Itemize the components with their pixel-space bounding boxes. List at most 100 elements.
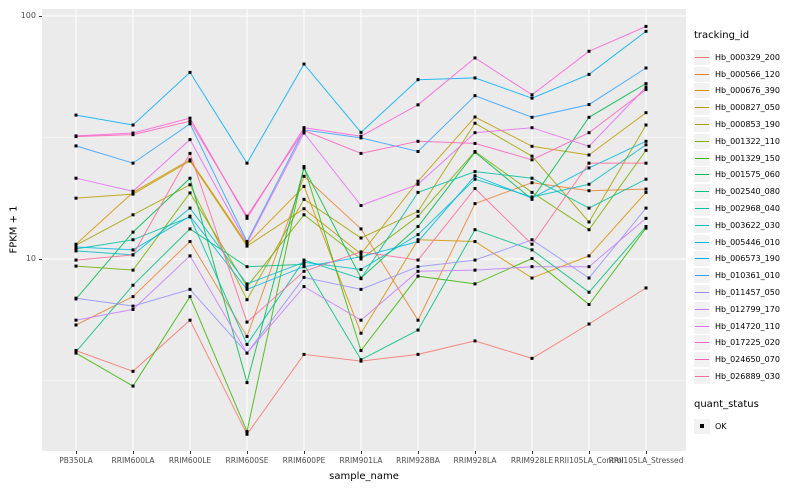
data-point-marker xyxy=(416,103,420,107)
data-point-marker xyxy=(188,159,192,163)
data-point-marker xyxy=(188,206,192,210)
data-point-marker xyxy=(245,214,249,218)
data-point-marker xyxy=(473,177,477,181)
data-point-marker xyxy=(644,216,648,220)
legend-item-label: Hb_003622_030 xyxy=(715,220,780,230)
data-point-marker xyxy=(359,277,363,281)
data-point-marker xyxy=(131,192,135,196)
data-point-marker xyxy=(473,187,477,191)
x-tick-mark xyxy=(531,451,533,454)
data-point-marker xyxy=(587,131,591,135)
data-point-marker xyxy=(359,318,363,322)
data-point-marker xyxy=(359,236,363,240)
data-point-marker xyxy=(245,287,249,291)
data-point-marker xyxy=(359,250,363,254)
data-point-marker xyxy=(416,328,420,332)
data-point-marker xyxy=(74,323,78,327)
data-point-marker xyxy=(530,176,534,180)
legend-key-swatch xyxy=(694,251,710,267)
legend-quant-status-block: quant_status OK xyxy=(694,399,798,435)
legend-key-swatch xyxy=(694,285,710,301)
x-tick-mark xyxy=(189,451,191,454)
data-point-marker xyxy=(74,144,78,148)
data-point-marker xyxy=(188,254,192,258)
data-point-marker xyxy=(302,269,306,273)
legend-item-Hb_002540_080: Hb_002540_080 xyxy=(694,183,798,200)
data-point-marker xyxy=(188,70,192,74)
legend-item-Hb_000329_200: Hb_000329_200 xyxy=(694,49,798,66)
legend-item-label: Hb_010361_010 xyxy=(715,271,780,281)
legend-key-swatch xyxy=(694,234,710,250)
data-point-marker xyxy=(188,138,192,142)
data-point-marker xyxy=(587,144,591,148)
data-point-marker xyxy=(416,214,420,218)
data-point-marker xyxy=(245,298,249,302)
data-point-marker xyxy=(530,196,534,200)
data-point-marker xyxy=(188,119,192,123)
legend-key-swatch xyxy=(694,83,710,99)
data-point-marker xyxy=(245,244,249,248)
data-point-marker xyxy=(644,161,648,165)
data-point-marker xyxy=(245,430,249,434)
data-point-marker xyxy=(587,153,591,157)
data-point-marker xyxy=(530,190,534,194)
data-point-marker xyxy=(131,123,135,127)
legend-item-Hb_024650_070: Hb_024650_070 xyxy=(694,351,798,368)
data-point-marker xyxy=(473,131,477,135)
data-point-marker xyxy=(416,209,420,213)
x-tick-mark xyxy=(417,451,419,454)
legend-key-line xyxy=(695,258,709,260)
legend-item-Hb_006573_190: Hb_006573_190 xyxy=(694,251,798,268)
x-tick-label-RRIM928BA: RRIM928BA xyxy=(396,456,440,465)
data-point-marker xyxy=(416,265,420,269)
data-point-marker xyxy=(530,144,534,148)
data-point-marker xyxy=(302,275,306,279)
legend-key-line xyxy=(695,107,709,109)
legend-key-swatch xyxy=(694,184,710,200)
data-point-marker xyxy=(587,322,591,326)
legend-item-Hb_003622_030: Hb_003622_030 xyxy=(694,217,798,234)
x-tick-mark xyxy=(645,451,647,454)
data-point-marker xyxy=(188,116,192,120)
data-point-marker xyxy=(74,247,78,251)
data-point-marker xyxy=(188,183,192,187)
data-point-marker xyxy=(131,131,135,135)
legend-key-swatch xyxy=(694,201,710,217)
legend-key-line xyxy=(695,292,709,294)
x-tick-mark xyxy=(588,451,590,454)
data-point-marker xyxy=(359,349,363,353)
y-tick-label: 100 xyxy=(20,11,36,20)
legend-key-line xyxy=(695,241,709,243)
legend-key-swatch xyxy=(694,49,710,65)
data-point-marker xyxy=(359,204,363,208)
data-point-marker xyxy=(359,130,363,134)
data-point-marker xyxy=(473,282,477,286)
legend-items: Hb_000329_200 Hb_000566_120 Hb_000676_390 H… xyxy=(694,49,798,385)
data-point-marker xyxy=(644,123,648,127)
legend-key-line xyxy=(695,157,709,159)
data-point-marker xyxy=(587,302,591,306)
data-point-marker xyxy=(587,206,591,210)
data-point-marker xyxy=(473,268,477,272)
data-point-marker xyxy=(302,166,306,170)
data-point-marker xyxy=(416,318,420,322)
y-tick-label: 10 xyxy=(25,254,36,263)
x-tick-label-RRIM600PE: RRIM600PE xyxy=(282,456,326,465)
data-point-marker xyxy=(131,230,135,234)
data-point-marker xyxy=(530,96,534,100)
data-point-marker xyxy=(416,225,420,229)
data-point-marker xyxy=(644,82,648,86)
data-point-marker xyxy=(188,176,192,180)
data-point-marker xyxy=(245,265,249,269)
legend-key-swatch xyxy=(694,117,710,133)
data-point-marker xyxy=(188,191,192,195)
data-point-marker xyxy=(587,265,591,269)
legend-item-Hb_001329_150: Hb_001329_150 xyxy=(694,150,798,167)
data-point-marker xyxy=(473,94,477,98)
x-tick-label-RRIM600LE: RRIM600LE xyxy=(168,456,212,465)
data-point-marker xyxy=(245,351,249,355)
legend-item-label: Hb_005446_010 xyxy=(715,237,780,247)
legend-item-Hb_000853_190: Hb_000853_190 xyxy=(694,116,798,133)
data-point-marker xyxy=(245,381,249,385)
x-axis-title: sample_name xyxy=(329,471,399,482)
